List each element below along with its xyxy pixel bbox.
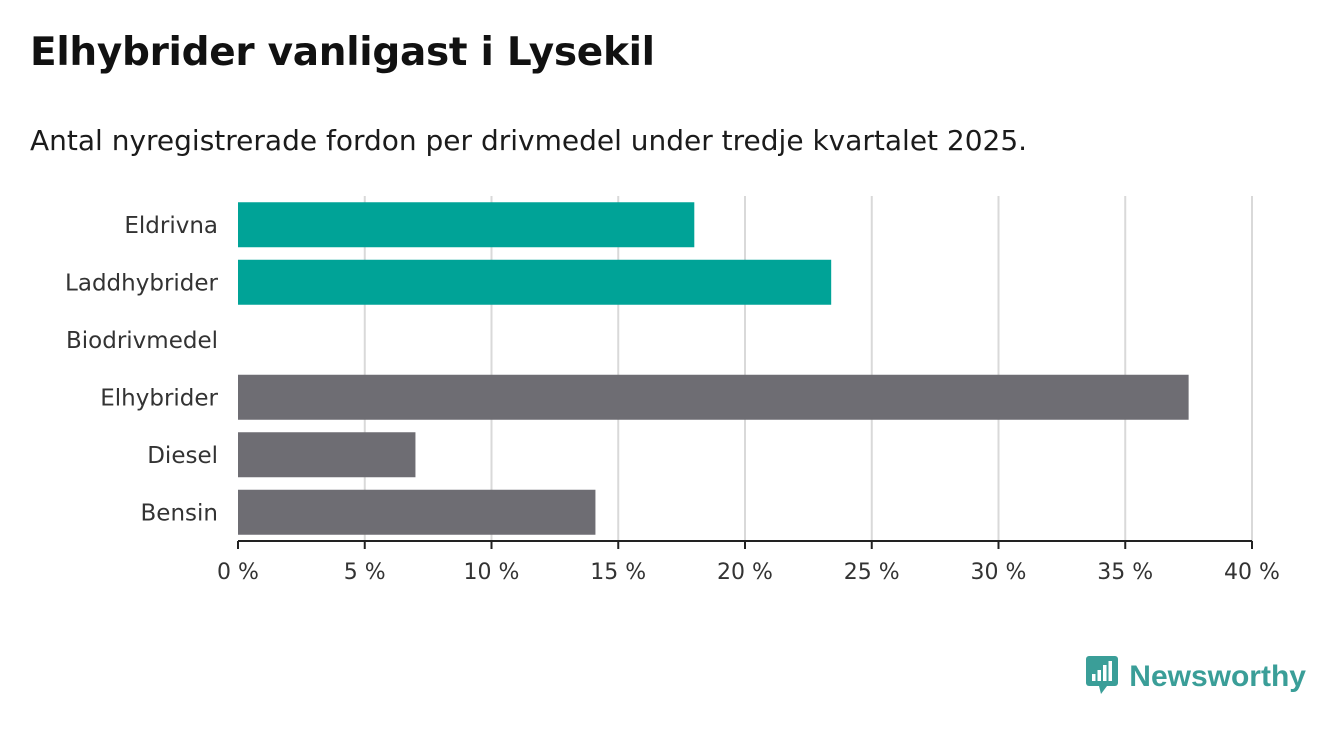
brand-name: Newsworthy — [1129, 660, 1306, 693]
x-tick-label: 15 % — [590, 560, 646, 585]
category-label: Bensin — [141, 500, 218, 526]
bar-bensin — [238, 489, 596, 535]
chart-speech-bubble-icon — [1085, 655, 1119, 699]
x-tick-label: 10 % — [464, 560, 520, 585]
x-tick-label: 25 % — [844, 560, 900, 585]
newsworthy-logo: Newsworthy — [1085, 655, 1306, 699]
category-label: Laddhybrider — [65, 270, 218, 296]
chart-title: Elhybrider vanligast i Lysekil — [30, 30, 655, 75]
category-label: Eldrivna — [124, 213, 218, 239]
category-label: Elhybrider — [100, 385, 218, 411]
grid-lines — [363, 196, 1253, 541]
x-tick-label: 20 % — [717, 560, 773, 585]
bar-elhybrider — [238, 374, 1189, 420]
category-labels: Eldrivna Laddhybrider Biodrivmedel Elhybrid… — [65, 213, 218, 527]
bar-diesel — [238, 432, 416, 478]
chart-subtitle: Antal nyregistrerade fordon per drivmede… — [30, 124, 1028, 157]
bar-eldrivna — [238, 202, 695, 248]
bar-chart: Eldrivna Laddhybrider Biodrivmedel Elhybrid… — [65, 196, 1280, 585]
x-axis: 0 % 5 % 10 % 15 % 20 % 25 % 30 % 35 % 40 % — [217, 540, 1280, 585]
x-tick-label: 35 % — [1097, 560, 1153, 585]
x-tick-label: 30 % — [971, 560, 1027, 585]
x-tick-label: 5 % — [344, 560, 386, 585]
category-label: Biodrivmedel — [66, 328, 218, 354]
bar-laddhybrider — [238, 259, 832, 305]
category-label: Diesel — [147, 443, 218, 469]
x-tick-label: 0 % — [217, 560, 259, 585]
x-tick-label: 40 % — [1224, 560, 1280, 585]
bars — [238, 202, 1189, 535]
